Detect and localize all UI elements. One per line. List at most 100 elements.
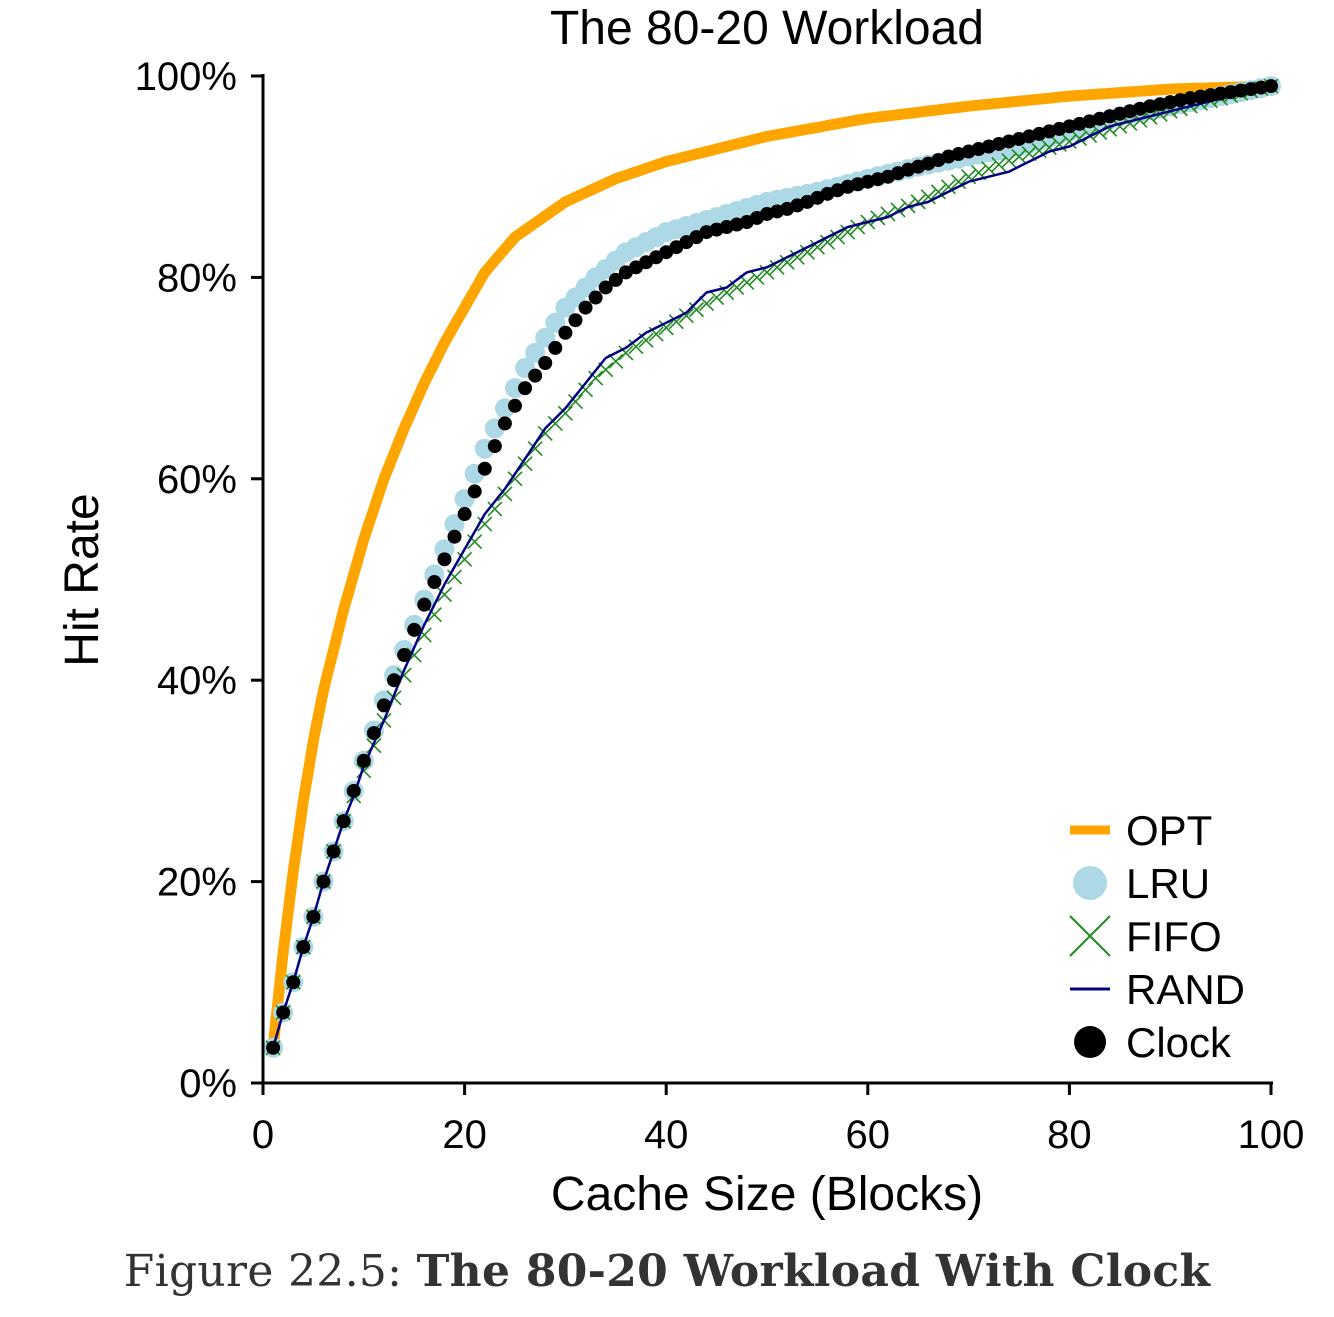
fifo-point bbox=[809, 239, 825, 255]
y-tick-label: 60% bbox=[157, 458, 237, 502]
fifo-point bbox=[507, 471, 523, 487]
figure-caption-title: The 80-20 Workload With Clock bbox=[416, 1246, 1211, 1297]
y-axis-label: Hit Rate bbox=[56, 493, 109, 666]
fifo-point bbox=[698, 296, 715, 312]
series-fifo bbox=[265, 78, 1279, 1056]
fifo-point bbox=[1122, 115, 1138, 131]
clock-point bbox=[558, 325, 573, 340]
series-opt-line bbox=[267, 80, 1277, 1054]
clock-point bbox=[296, 940, 311, 955]
fifo-point bbox=[1011, 148, 1027, 165]
clock-point bbox=[407, 622, 422, 637]
fifo-point bbox=[356, 763, 372, 779]
clock-point bbox=[437, 552, 452, 567]
clock-point bbox=[588, 290, 603, 305]
fifo-point bbox=[457, 551, 473, 567]
clock-point bbox=[276, 1005, 291, 1020]
series-rand-line bbox=[271, 84, 1272, 1049]
y-tick-label: 80% bbox=[157, 256, 237, 300]
clock-point bbox=[477, 461, 492, 476]
x-tick-label: 100 bbox=[1238, 1113, 1305, 1157]
lru-point bbox=[525, 342, 546, 363]
x-tick-label: 20 bbox=[442, 1113, 487, 1157]
lru-point bbox=[535, 327, 556, 348]
x-axis-label: Cache Size (Blocks) bbox=[551, 1168, 983, 1221]
fifo-point bbox=[487, 501, 503, 517]
clock-point bbox=[266, 1040, 281, 1055]
fifo-point bbox=[497, 486, 513, 502]
fifo-point bbox=[1061, 133, 1077, 150]
legend-item-opt: OPT bbox=[1070, 807, 1212, 854]
fifo-point bbox=[991, 157, 1007, 173]
clock-point bbox=[376, 698, 391, 713]
fifo-point bbox=[920, 189, 936, 205]
lru-point bbox=[434, 539, 455, 560]
clock-point bbox=[397, 648, 412, 663]
clock-point bbox=[508, 398, 522, 413]
legend-item-clock: Clock bbox=[1074, 1019, 1232, 1066]
fifo-point bbox=[709, 289, 725, 306]
clock-point bbox=[538, 355, 553, 370]
fifo-point bbox=[981, 161, 997, 177]
fifo-point bbox=[840, 224, 856, 240]
fifo-point bbox=[688, 302, 705, 318]
fifo-point bbox=[557, 405, 573, 421]
fifo-point bbox=[870, 210, 886, 226]
legend-label-rand: RAND bbox=[1126, 966, 1245, 1013]
y-tick-label: 100% bbox=[135, 55, 237, 99]
clock-point bbox=[578, 300, 593, 315]
figure-caption-prefix: Figure 22.5: bbox=[123, 1246, 403, 1297]
clock-point bbox=[336, 814, 351, 829]
fifo-point bbox=[779, 254, 795, 270]
legend-label-lru: LRU bbox=[1126, 860, 1210, 907]
y-tick-label: 0% bbox=[179, 1062, 237, 1106]
figure-caption: Figure 22.5: The 80-20 Workload With Clo… bbox=[0, 1246, 1334, 1297]
y-tick-label: 40% bbox=[157, 659, 237, 703]
axes: 0 20 40 60 80 100 0% 20% 40% 60% 80% 100% bbox=[135, 55, 1305, 1157]
legend-item-fifo: FIFO bbox=[1069, 913, 1222, 960]
fifo-point bbox=[436, 587, 453, 603]
clock-point bbox=[387, 673, 402, 688]
fifo-point bbox=[658, 320, 674, 336]
fifo-point bbox=[678, 308, 694, 324]
fifo-point bbox=[1041, 139, 1057, 156]
x-tick-label: 0 bbox=[252, 1113, 274, 1157]
fifo-point bbox=[789, 249, 805, 265]
fifo-point bbox=[950, 174, 967, 190]
clock-point bbox=[568, 313, 583, 328]
lru-point bbox=[444, 514, 465, 535]
fifo-point bbox=[477, 516, 493, 532]
fifo-point bbox=[618, 345, 634, 361]
fifo-point bbox=[577, 382, 594, 398]
fifo-point bbox=[517, 456, 533, 472]
fifo-point bbox=[940, 179, 957, 195]
clock-point bbox=[346, 783, 361, 798]
fifo-point bbox=[567, 394, 584, 410]
fifo-point bbox=[799, 244, 815, 260]
x-tick-label: 80 bbox=[1047, 1113, 1092, 1157]
clock-point bbox=[417, 597, 432, 612]
fifo-point bbox=[668, 314, 684, 330]
fifo-point bbox=[527, 441, 543, 457]
clock-point bbox=[316, 874, 331, 889]
clock-point bbox=[356, 753, 371, 768]
x-tick-label: 40 bbox=[644, 1113, 689, 1157]
clock-point bbox=[497, 416, 512, 431]
fifo-point bbox=[739, 274, 755, 291]
series-layer bbox=[263, 76, 1281, 1058]
x-tick-label: 60 bbox=[846, 1113, 891, 1157]
clock-point bbox=[1264, 79, 1278, 94]
legend: OPT LRU FIFO RAND Clock bbox=[1069, 807, 1245, 1066]
y-tick-label: 20% bbox=[157, 861, 237, 905]
legend-label-fifo: FIFO bbox=[1126, 913, 1222, 960]
legend-label-opt: OPT bbox=[1126, 807, 1212, 854]
clock-point bbox=[528, 368, 543, 383]
clock-point bbox=[447, 529, 462, 544]
fifo-point bbox=[930, 184, 946, 200]
fifo-point bbox=[1001, 153, 1017, 169]
clock-point bbox=[306, 909, 321, 924]
fifo-point bbox=[829, 229, 846, 245]
series-clock bbox=[266, 79, 1278, 1055]
hit-rate-chart: The 80-20 Workload 0 20 40 60 80 100 0% 20% 40% 6… bbox=[56, 2, 1305, 1221]
clock-point bbox=[548, 340, 563, 355]
